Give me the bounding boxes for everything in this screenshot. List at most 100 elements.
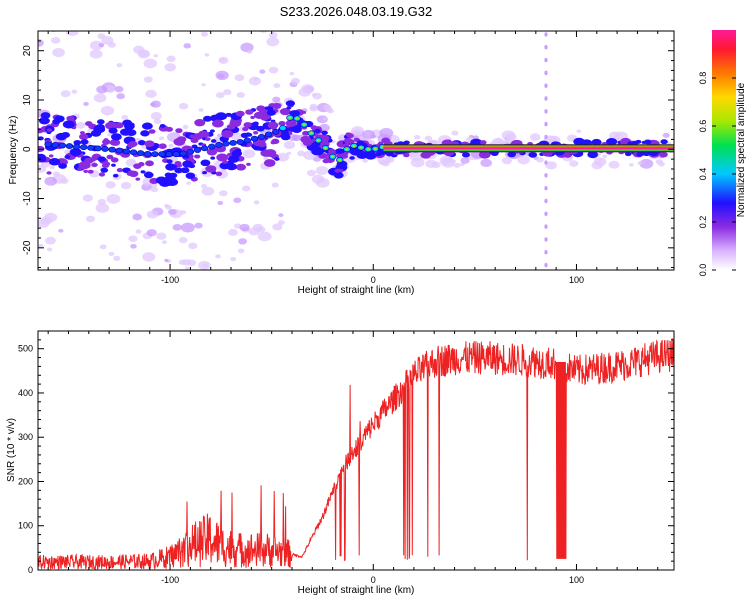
ridge-blob xyxy=(65,143,74,149)
band-blob xyxy=(528,151,538,158)
band-blob xyxy=(660,139,668,145)
noise-blob xyxy=(223,89,232,96)
band-blob xyxy=(210,156,216,160)
band-blob xyxy=(203,115,212,122)
noise-blob xyxy=(198,108,204,112)
noise-blob xyxy=(253,200,260,205)
band-blob xyxy=(106,154,114,160)
band-blob xyxy=(102,139,111,145)
noise-blob xyxy=(256,226,266,233)
noise-blob xyxy=(289,71,295,76)
noise-blob xyxy=(143,58,158,69)
noise-blob xyxy=(132,213,143,221)
noise-blob xyxy=(451,130,459,136)
noise-blob xyxy=(290,77,301,85)
band-blob xyxy=(264,149,277,157)
carrier-core xyxy=(383,147,674,150)
band-blob xyxy=(133,163,142,169)
band-blob xyxy=(209,129,215,133)
band-blob xyxy=(176,163,183,168)
noise-blob xyxy=(125,158,137,167)
band-blob xyxy=(80,139,89,145)
noise-blob xyxy=(297,150,306,157)
noise-blob xyxy=(100,105,115,116)
ridge-blob xyxy=(243,137,251,144)
band-blob xyxy=(188,163,196,169)
noise-blob xyxy=(309,103,318,110)
noise-blob xyxy=(311,92,317,97)
band-blob xyxy=(228,155,240,163)
snr-frame xyxy=(37,330,675,571)
band-blob xyxy=(78,133,89,140)
band-blob xyxy=(114,122,124,129)
noise-blob xyxy=(46,247,53,252)
noise-blob xyxy=(166,55,176,63)
noise-blob xyxy=(217,133,222,138)
noise-blob xyxy=(517,155,530,165)
noise-blob xyxy=(168,143,174,148)
noise-blob xyxy=(158,136,165,141)
band-blob xyxy=(161,177,173,185)
noise-blob xyxy=(216,92,225,99)
noise-blob xyxy=(113,255,121,261)
colorbar-tick-label: 0.0 xyxy=(698,264,708,277)
noise-blob xyxy=(116,93,125,100)
noise-blob xyxy=(608,160,620,169)
band-blob xyxy=(46,128,53,132)
band-blob xyxy=(291,126,302,133)
noise-blob xyxy=(135,229,142,234)
colorbar-tick-label: 0.6 xyxy=(698,120,708,133)
band-blob xyxy=(328,148,336,154)
band-blob xyxy=(96,119,105,125)
noise-blob xyxy=(128,235,138,243)
noise-blob xyxy=(85,215,96,223)
noise-blob xyxy=(178,237,188,244)
noise-blob xyxy=(153,54,159,58)
noise-blob xyxy=(569,160,579,167)
band-blob xyxy=(93,125,106,134)
noise-blob xyxy=(453,162,461,168)
band-blob xyxy=(202,170,207,175)
band-blob xyxy=(140,170,146,174)
ridge-blob xyxy=(257,134,266,140)
noise-blob xyxy=(181,259,191,266)
noise-blob xyxy=(51,31,56,33)
band-blob xyxy=(194,135,200,139)
ridge-blob xyxy=(272,128,280,135)
ridge-core xyxy=(288,116,292,119)
ridge-blob xyxy=(200,145,209,152)
noise-blob xyxy=(268,32,278,39)
noise-blob xyxy=(142,252,156,262)
band-blob xyxy=(462,152,470,158)
band-blob xyxy=(58,163,67,169)
ridge-blob xyxy=(250,135,259,142)
band-blob xyxy=(127,122,135,128)
ridge-blob xyxy=(136,150,145,156)
noise-blob xyxy=(286,151,292,156)
spectrogram-xlabel: Height of straight line (km) xyxy=(298,285,415,296)
noise-blob xyxy=(93,93,107,103)
band-blob xyxy=(364,150,376,158)
band-blob xyxy=(116,167,124,173)
noise-blob xyxy=(164,63,176,72)
band-blob xyxy=(302,130,310,136)
band-blob xyxy=(91,162,98,168)
noise-blob xyxy=(273,83,281,89)
noise-blob xyxy=(150,112,162,120)
band-blob xyxy=(226,124,236,130)
band-blob xyxy=(105,121,117,130)
noise-blob xyxy=(120,181,132,190)
y-tick-label: 0 xyxy=(22,146,33,152)
noise-blob xyxy=(460,157,470,164)
spike-blob xyxy=(544,121,548,127)
noise-blob xyxy=(38,39,44,47)
noise-blob xyxy=(82,194,93,202)
ridge-blob xyxy=(193,147,202,153)
noise-blob xyxy=(217,200,224,206)
noise-blob xyxy=(76,121,86,129)
ridge-blob xyxy=(165,151,173,158)
ridge-blob xyxy=(108,146,116,153)
